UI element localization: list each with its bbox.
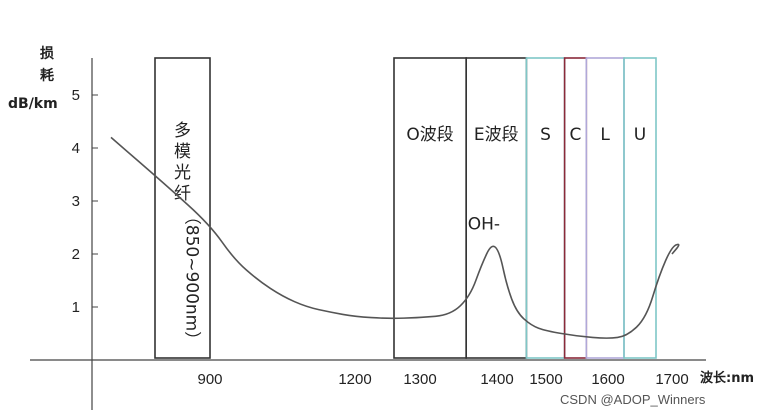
x-tick-label: 1700 xyxy=(655,371,688,388)
annotation-oh: OH- xyxy=(468,214,500,234)
band-4 xyxy=(563,57,588,359)
x-tick-label: 1300 xyxy=(403,371,436,388)
band-3-label: S xyxy=(540,125,551,145)
band-2 xyxy=(465,57,528,359)
band-2-label: E波段 xyxy=(474,125,519,145)
y-axis-title-line1: 损 xyxy=(40,45,54,62)
band-5 xyxy=(585,57,625,359)
band-6-label: U xyxy=(634,125,646,145)
x-tick-label: 1600 xyxy=(591,371,624,388)
labels-layer: 损 耗 dB/km 波长:nm CSDN @ADOP_Winners xyxy=(8,45,754,407)
band-3 xyxy=(525,57,566,359)
band-1-label: O波段 xyxy=(406,125,453,145)
y-axis-title-line3: dB/km xyxy=(8,96,58,112)
x-tick-label: 1500 xyxy=(529,371,562,388)
band-0-label-char: 光 xyxy=(174,163,191,183)
y-axis-title-line2: 耗 xyxy=(40,67,54,84)
y-tick-label: 2 xyxy=(72,246,80,263)
axes-layer xyxy=(30,58,706,410)
attenuation-curve xyxy=(110,136,680,339)
curve-layer: OH- xyxy=(110,136,680,339)
y-tick-label: 3 xyxy=(72,193,80,210)
y-tick-label: 1 xyxy=(72,299,80,316)
x-tick-label: 1400 xyxy=(480,371,513,388)
band-0 xyxy=(154,57,211,359)
ticks-layer: 1 2 3 4 5 900 1200 1300 1400 1500 1600 1700 xyxy=(72,87,689,388)
band-5-label: L xyxy=(600,125,610,145)
y-tick-label: 5 xyxy=(72,87,80,104)
band-1 xyxy=(393,57,467,359)
band-0-label-char: 模 xyxy=(174,142,191,162)
y-tick-label: 4 xyxy=(72,140,80,157)
band-0-sublabel: （850~900nm） xyxy=(182,208,202,348)
watermark: CSDN @ADOP_Winners xyxy=(560,392,706,407)
x-tick-label: 900 xyxy=(197,371,222,388)
band-0-label-char: 纤 xyxy=(174,184,191,204)
x-tick-label: 1200 xyxy=(338,371,371,388)
band-0-label-char: 多 xyxy=(174,121,191,141)
band-6 xyxy=(623,57,657,359)
x-axis-title: 波长:nm xyxy=(700,370,754,386)
band-4-label: C xyxy=(570,125,582,145)
